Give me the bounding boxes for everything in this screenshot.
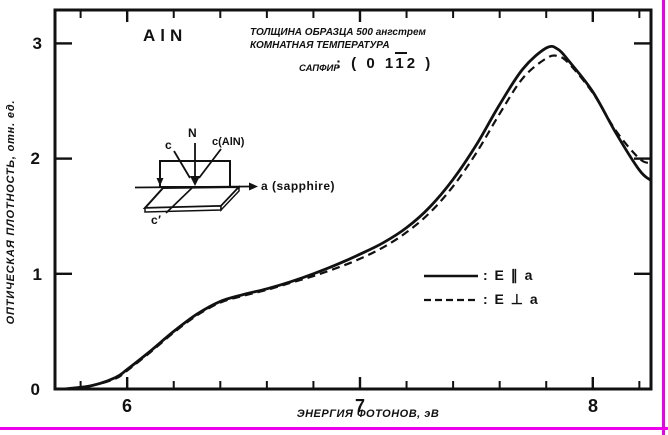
inset-n-label: N bbox=[188, 126, 198, 140]
substrate-orientation: : ( 0 112 ) bbox=[336, 52, 434, 72]
plot-frame bbox=[53, 8, 653, 391]
x-tick-label-7: 7 bbox=[354, 396, 365, 416]
x-tick-label-8: 8 bbox=[587, 396, 598, 416]
x-axis-title: ЭНЕРГИЯ ФОТОНОВ, эВ bbox=[296, 408, 440, 420]
center-down-arrowhead bbox=[190, 176, 200, 186]
chart-title: AlN bbox=[143, 26, 188, 45]
y-tick-label-1: 1 bbox=[32, 265, 42, 284]
c-prime-line bbox=[165, 186, 194, 214]
legend-label-perpendicular: : E ⊥ a bbox=[483, 291, 540, 307]
inset-c-aln-label: c(AlN) bbox=[212, 136, 245, 148]
inset-c-label: c bbox=[165, 138, 173, 152]
annotation-temperature: КОМНАТНАЯ ТЕМПЕРАТУРА bbox=[250, 40, 390, 51]
left-down-arrowhead bbox=[156, 178, 164, 186]
substrate-label: САПФИР bbox=[299, 63, 340, 74]
inset-c-prime-label: c′ bbox=[151, 213, 162, 227]
orientation-barred-index: 1 bbox=[395, 52, 407, 72]
orientation-prefix: : ( 0 1 bbox=[336, 55, 396, 72]
annotation-thickness: ТОЛЩИНА ОБРАЗЦА 500 ангстрем bbox=[250, 27, 426, 38]
substrate-plate-right-edge bbox=[220, 185, 240, 212]
curve-e-parallel-a bbox=[64, 44, 652, 391]
a-axis-arrowhead bbox=[249, 182, 258, 191]
magenta-border-bottom bbox=[0, 427, 668, 430]
legend-label-parallel: : E ∥ a bbox=[483, 267, 534, 283]
y-tick-label-3: 3 bbox=[32, 34, 42, 53]
magenta-border-right bbox=[662, 0, 665, 435]
y-axis-title: ОПТИЧЕСКАЯ ПЛОТНОСТЬ, отн. ед. bbox=[5, 99, 17, 325]
x-tick-label-6: 6 bbox=[121, 396, 132, 416]
inset-diagram bbox=[134, 143, 258, 214]
orientation-suffix: 2 ) bbox=[406, 55, 434, 72]
curve-e-perpendicular-a bbox=[64, 54, 652, 391]
c-aln-axis-line bbox=[198, 148, 222, 179]
y-tick-label-0: 0 bbox=[30, 380, 40, 399]
inset-a-sapphire-label: a (sapphire) bbox=[261, 179, 336, 193]
y-tick-label-2: 2 bbox=[30, 149, 40, 168]
c-axis-line bbox=[173, 150, 191, 179]
